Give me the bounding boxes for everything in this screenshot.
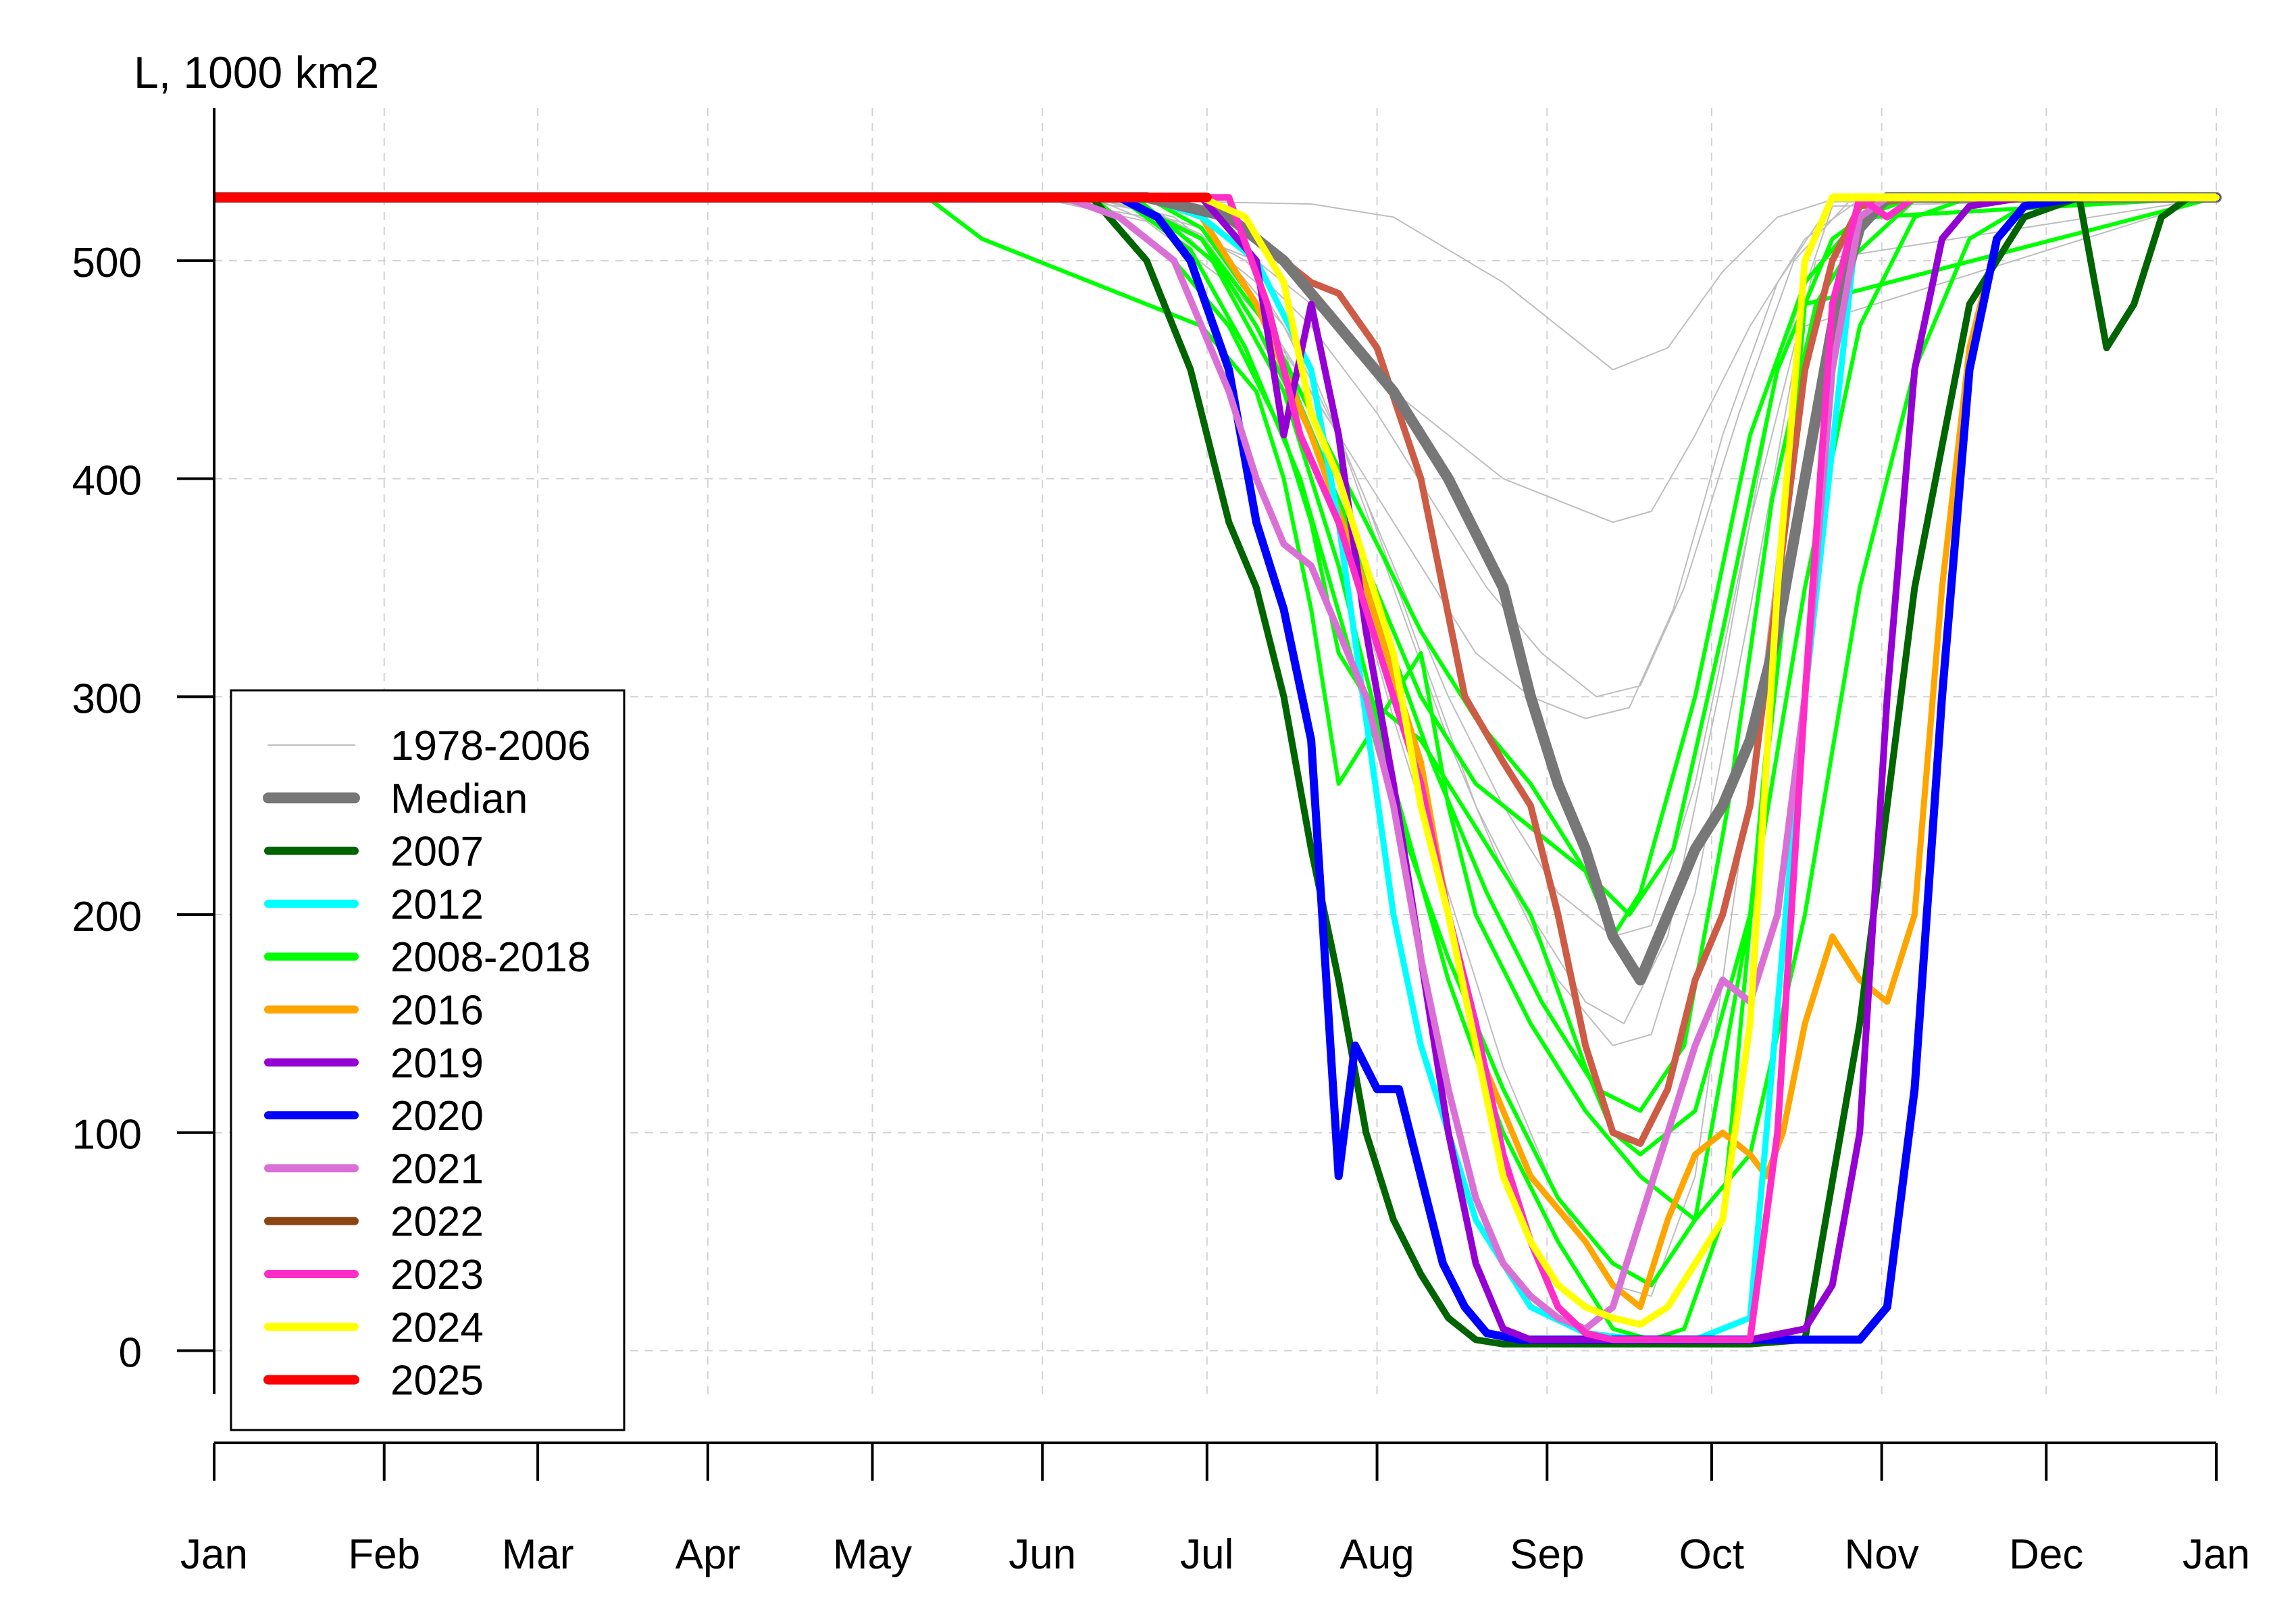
x-tick-label: Jul — [1180, 1531, 1233, 1578]
series-line-2016 — [213, 194, 2220, 1310]
series-line-2008-2018 — [213, 195, 2218, 1342]
y-tick-label: 500 — [72, 240, 142, 286]
x-tick-label: Sep — [1510, 1531, 1584, 1578]
series-line-1978-2006 — [213, 197, 2217, 719]
x-tick-label: May — [833, 1531, 912, 1578]
legend-label: 2007 — [390, 829, 484, 875]
x-tick-label: Nov — [1845, 1531, 1919, 1578]
x-tick-label: Dec — [2009, 1531, 2083, 1578]
legend-label: 2020 — [390, 1093, 484, 1140]
series-line-median — [213, 192, 2222, 986]
series-line-2022 — [213, 194, 2220, 1147]
legend-label: 2012 — [390, 882, 484, 928]
x-tick-label: Oct — [1679, 1531, 1744, 1578]
legend-label: 2025 — [390, 1358, 484, 1404]
legend-label: 2021 — [390, 1146, 484, 1192]
y-tick-label: 0 — [119, 1329, 142, 1376]
y-axis-label: L, 1000 km2 — [134, 47, 379, 97]
series-line-2008-2018 — [213, 195, 2218, 1222]
y-tick-label: 400 — [72, 458, 142, 505]
legend-label: 2024 — [390, 1304, 484, 1351]
series-line-2020 — [213, 193, 2220, 1344]
legend-label: 1978-2006 — [390, 723, 591, 769]
legend-label: 2022 — [390, 1199, 484, 1246]
series-line-2008-2018 — [213, 195, 2218, 1156]
series-line-2008-2018 — [213, 195, 2218, 939]
series-line-2019 — [213, 194, 2220, 1344]
series-line-1978-2006 — [213, 197, 2217, 698]
axes: 0 100 200 300 400 500 Jan Feb Mar Apr May Jun Jul Aug… — [72, 108, 2250, 1578]
x-tick-label: Jun — [1009, 1531, 1076, 1578]
series-layer — [213, 192, 2222, 1348]
legend-label: 2008-2018 — [390, 934, 591, 981]
legend-label: 2019 — [390, 1040, 484, 1087]
series-line-2021 — [213, 194, 2220, 1333]
legend: 1978-2006 Median 2007 2012 2008-2018 2016 2019… — [230, 689, 626, 1431]
y-tick-label: 300 — [72, 675, 142, 722]
x-tick-label: Apr — [675, 1531, 740, 1578]
series-line-2008-2018 — [213, 195, 2218, 1113]
x-tick-label: Feb — [348, 1531, 420, 1578]
x-tick-label: Jan — [2183, 1531, 2250, 1578]
y-tick-label: 100 — [72, 1112, 142, 1158]
x-tick-label: Aug — [1340, 1531, 1414, 1578]
series-line-2023 — [213, 194, 2220, 1344]
series-line-2024 — [213, 194, 2220, 1328]
y-tick-label: 200 — [72, 894, 142, 940]
x-tick-label: Mar — [502, 1531, 574, 1578]
x-tick-label: Jan — [180, 1531, 248, 1578]
legend-label: 2016 — [390, 988, 484, 1034]
legend-label: Median — [390, 775, 528, 822]
legend-label: 2023 — [390, 1252, 484, 1298]
